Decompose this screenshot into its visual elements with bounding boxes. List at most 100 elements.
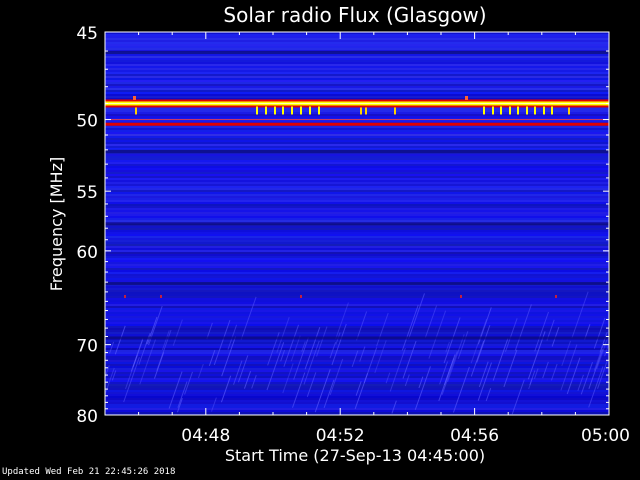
dark-band [105,282,609,286]
drift-streak [177,381,188,408]
spectrum-row [105,242,609,244]
spectrum-row [105,346,609,348]
emission-band-fine [105,119,609,121]
drift-streak [402,340,417,379]
drift-streak [306,372,317,397]
burst-spike [256,106,258,115]
drift-streak [266,342,285,391]
spectrum-row [105,92,609,94]
spectrum-row [105,262,609,264]
burst-dot [124,295,126,298]
chart-title: Solar radio Flux (Glasgow) [223,3,486,27]
spectrum-row [105,214,609,216]
y-tick-label: 60 [76,243,98,263]
spectrum-row [105,168,609,170]
spectrum-row [105,156,609,158]
drift-streak [439,361,449,385]
drift-streak [438,354,456,402]
spectrum-row [105,136,609,138]
spectrum-row [105,154,609,156]
spectrum-row [105,266,609,268]
spectrum-row [105,112,609,114]
drift-streak [391,400,397,414]
spectrum-row [105,34,609,36]
spectrum-row [105,362,609,364]
x-tick-label: 04:56 [450,426,499,446]
spectrum-row [105,330,609,332]
spectrum-row [105,352,609,354]
spectrum-row [105,108,609,110]
drift-streak [424,305,438,338]
drift-streak [356,311,368,341]
spectrum-row [105,74,609,76]
drift-streak [168,371,183,409]
drift-streak [374,340,387,374]
spectrum-row [105,88,609,90]
emission-band-peak [105,102,609,104]
drift-streak [571,291,589,339]
spectrum-row [105,376,609,378]
spectrum-row [105,38,609,40]
spectrum-row [105,272,609,274]
drift-streak [147,316,158,345]
drift-streak [478,361,489,388]
dark-band [105,336,609,340]
drift-streak [139,339,156,385]
spectrum-row [105,110,609,112]
spectrum-row [105,94,609,96]
spectrum-row [105,126,609,128]
burst-spike [300,106,302,115]
drift-streak [282,363,294,394]
drift-streak [534,311,549,352]
x-tick-label: 04:52 [316,426,365,446]
drift-streak [401,304,419,351]
drift-streak [550,363,558,381]
drift-streak [385,372,391,384]
spectrum-row [105,412,609,414]
spectrum-row [105,208,609,210]
drift-streak [138,335,150,365]
spectrum-row [105,410,609,412]
drift-streak [132,354,138,368]
spectrum-row [105,370,609,372]
spectrum-row [105,374,609,376]
spectrum-row [105,350,609,352]
spectrum-row [105,244,609,246]
spectrum-row [105,358,609,360]
spectrum-row [105,264,609,266]
spectrum-row [105,300,609,302]
spectrum-row [105,368,609,370]
spectrum-row [105,332,609,334]
spectrum-row [105,218,609,220]
spectrum-row [105,96,609,98]
spectrum-row [105,64,609,66]
spectrum-row [105,194,609,196]
spectrum-row [105,206,609,208]
drift-streak [153,352,165,379]
spectrum-row [105,318,609,320]
drift-streak [359,346,366,362]
spectrum-row [105,256,609,258]
drift-streak [452,366,470,413]
burst-spike [291,106,293,115]
burst-spike [483,106,485,115]
drift-streak [580,362,593,395]
spectrum-row [105,252,609,254]
spectrum-row [105,158,609,160]
spectrum-row [105,50,609,52]
burst-spike [265,106,267,115]
drift-streak [529,370,536,386]
drift-streak [577,374,584,391]
spectrum-row [105,82,609,84]
spectrum-row [105,160,609,162]
spectrum-row [105,302,609,304]
y-tick-label: 55 [76,183,98,203]
spectrum-row [105,398,609,400]
drift-streak [593,345,604,371]
drift-streak [445,341,450,353]
spectrum-row [105,348,609,350]
drift-streak [560,344,578,391]
spectrum-row [105,286,609,288]
spectrum-row [105,406,609,408]
spectrum-row [105,342,609,344]
